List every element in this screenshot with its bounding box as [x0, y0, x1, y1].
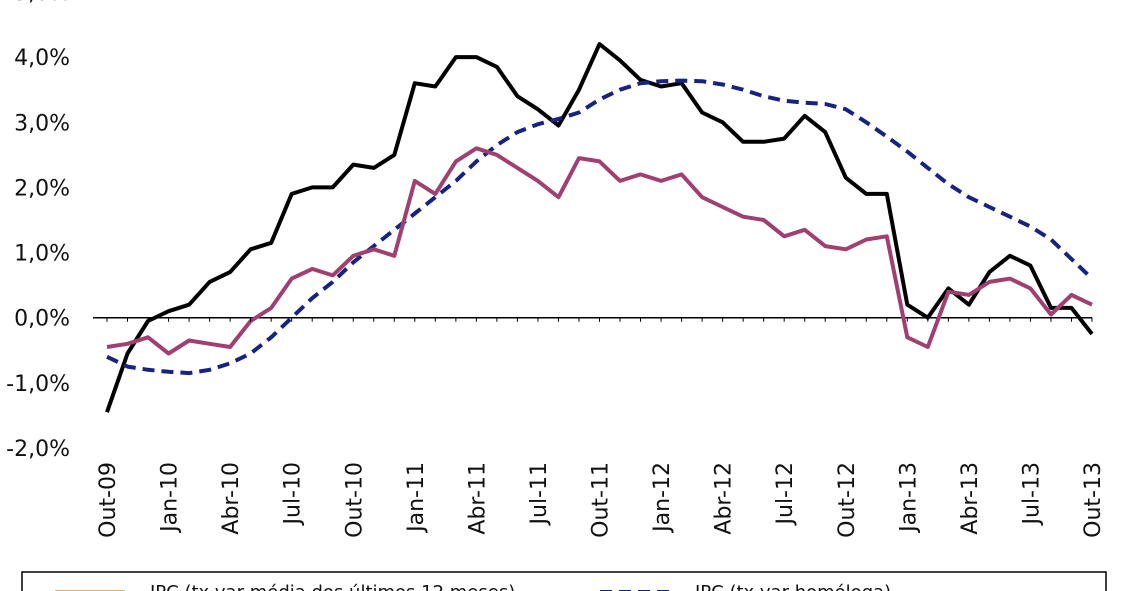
x-tick-label: Abr-13 [958, 462, 983, 535]
series-line-1 [105, 42, 1094, 413]
x-tick-label: Jan-13 [896, 462, 921, 534]
legend-box [21, 571, 1107, 591]
y-tick-label: -2,0% [6, 437, 70, 462]
y-tick-label: -1,0% [6, 372, 70, 397]
y-tick-label: 4,0% [14, 46, 70, 71]
x-axis-tick-labels: Out-09 Jan-10 Abr-10 Jul-10 Out-10 Jan-11 Abr-… [96, 462, 1106, 538]
x-tick-label: Abr-12 [712, 462, 737, 535]
y-tick-label: 1,0% [14, 242, 70, 267]
y-axis-tick-labels: -2,0% -1,0% 0,0% 1,0% 2,0% 3,0% 4,0% 5,0% [6, 0, 70, 462]
y-tick-label: 5,0% [14, 0, 70, 6]
x-tick-label: Jan-11 [404, 462, 429, 534]
y-tick-label: 3,0% [14, 111, 70, 136]
x-tick-label: Out-12 [835, 462, 860, 538]
legend-label-homologous: IPC (tx var homóloga) [695, 582, 891, 591]
x-tick-label: Out-11 [589, 462, 614, 538]
y-tick-label: 2,0% [14, 176, 70, 201]
legend-label-average: IPC (tx var média dos últimos 12 meses) [150, 582, 515, 591]
x-tick-label: Abr-10 [219, 462, 244, 535]
x-tick-label: Jul-10 [281, 462, 306, 526]
x-tick-label: Out-10 [342, 462, 367, 538]
series-lines [105, 42, 1094, 413]
legend: IPC (tx var média dos últimos 12 meses) … [21, 571, 1107, 591]
x-tick-label: Jul-12 [773, 462, 798, 526]
x-tick-label: Abr-11 [465, 462, 490, 535]
x-tick-label: Out-09 [96, 462, 121, 538]
y-tick-label: 0,0% [14, 307, 70, 332]
x-tick-label: Out-13 [1081, 462, 1106, 538]
x-tick-label: Jul-13 [1019, 462, 1044, 526]
series-line-3 [106, 146, 1093, 356]
x-tick-label: Jan-10 [158, 462, 183, 534]
series-line-2 [106, 78, 1094, 376]
x-tick-label: Jul-11 [527, 462, 552, 526]
x-tick-label: Jan-12 [650, 462, 675, 534]
